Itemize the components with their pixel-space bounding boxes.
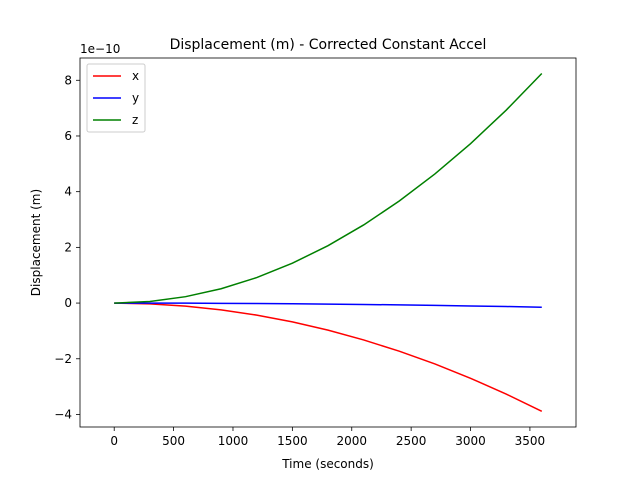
legend: xyz [86, 63, 146, 133]
chart-title: Displacement (m) - Corrected Constant Ac… [170, 37, 487, 53]
y-tick-label: −4 [54, 407, 72, 421]
x-axis-label: Time (seconds) [281, 457, 374, 471]
y-axis: −4 −2 0 2 4 6 8 [54, 73, 80, 421]
y-tick-label: 4 [64, 185, 72, 199]
x-tick-label: 1000 [218, 434, 249, 448]
y-tick-label: 0 [64, 296, 72, 310]
series-line-y [114, 302, 542, 308]
y-tick-label: 6 [64, 129, 72, 143]
legend-label-z: z [132, 113, 138, 127]
x-tick-label: 2000 [336, 434, 367, 448]
x-tick-label: 1500 [277, 434, 308, 448]
series-layer [114, 72, 543, 413]
x-tick-label: 3000 [455, 434, 486, 448]
legend-label-x: x [132, 69, 139, 83]
y-axis-offset-text: 1e−10 [80, 42, 120, 56]
axes-frame [79, 57, 577, 428]
x-tick-label: 2500 [396, 434, 427, 448]
series-line-z [114, 72, 543, 304]
y-tick-label: 2 [64, 240, 72, 254]
x-axis: 0 500 1000 1500 2000 2500 3000 3500 [110, 427, 545, 448]
series-line-x [114, 302, 543, 413]
legend-label-y: y [132, 91, 139, 105]
x-tick-label: 3500 [515, 434, 546, 448]
y-axis-label: Displacement (m) [29, 189, 43, 296]
y-tick-label: −2 [54, 352, 72, 366]
x-tick-label: 500 [162, 434, 185, 448]
x-tick-label: 0 [110, 434, 118, 448]
y-tick-label: 8 [64, 73, 72, 87]
